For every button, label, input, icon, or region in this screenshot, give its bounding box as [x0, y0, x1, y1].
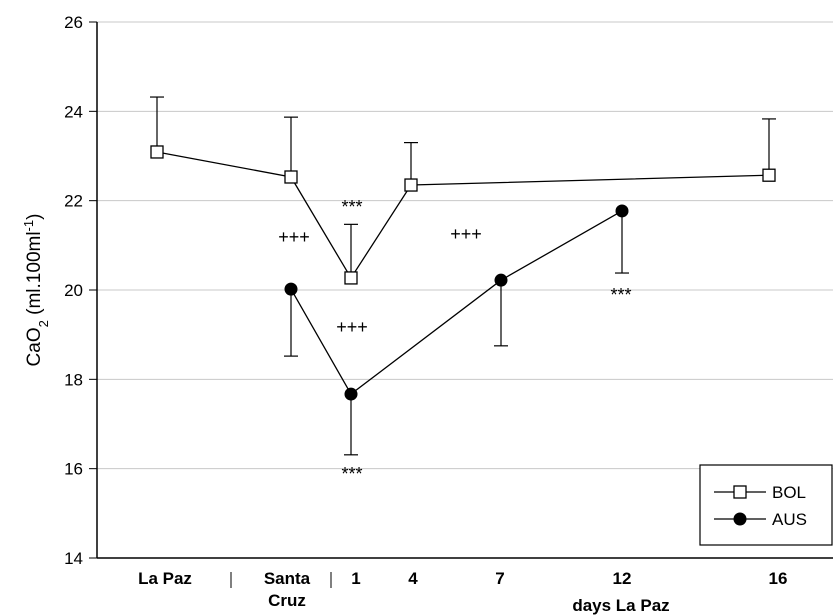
legend-label: BOL — [772, 483, 806, 502]
y-tick-label: 18 — [64, 370, 83, 389]
legend-marker — [733, 512, 747, 526]
point — [344, 387, 358, 401]
x-tick-label: 7 — [495, 569, 504, 588]
series-line — [156, 151, 770, 280]
point — [284, 282, 298, 296]
point — [344, 271, 358, 285]
x-tick-label: 4 — [408, 569, 418, 588]
x-tick-label: 12 — [613, 569, 632, 588]
point — [404, 178, 418, 192]
y-tick-label: 24 — [64, 102, 83, 121]
x-tick-label: La Paz — [138, 569, 192, 588]
x-tick-label: 16 — [769, 569, 788, 588]
y-label-part: (ml.100ml — [24, 231, 45, 320]
y-tick-label: 16 — [64, 460, 83, 479]
annotation: *** — [341, 197, 362, 217]
point — [284, 170, 298, 184]
annotation: +++ — [336, 317, 368, 337]
y-tick-label: 20 — [64, 281, 83, 300]
annotation: *** — [610, 285, 631, 305]
y-label-part: -1 — [21, 220, 36, 232]
annotation: +++ — [278, 227, 310, 247]
point — [150, 145, 164, 159]
y-label-part: ) — [24, 214, 45, 220]
legend-marker — [733, 485, 747, 499]
point — [615, 204, 629, 218]
y-tick-label: 14 — [64, 549, 83, 568]
x-axis-label: days La Paz — [572, 596, 669, 615]
y-label-part: 2 — [36, 320, 51, 327]
y-label-part: CaO — [24, 327, 45, 366]
series-line — [290, 210, 623, 396]
point — [494, 273, 508, 287]
point — [762, 168, 776, 182]
y-axis-label: CaO2 (ml.100ml-1) — [21, 214, 51, 367]
x-tick-label: Santa Cruz — [264, 569, 311, 610]
legend-box — [699, 464, 833, 546]
annotation: +++ — [450, 224, 482, 244]
legend-label: AUS — [772, 510, 807, 529]
y-tick-label: 22 — [64, 192, 83, 211]
annotation: *** — [341, 464, 362, 484]
x-tick-label: 1 — [351, 569, 360, 588]
y-tick-label: 26 — [64, 13, 83, 32]
